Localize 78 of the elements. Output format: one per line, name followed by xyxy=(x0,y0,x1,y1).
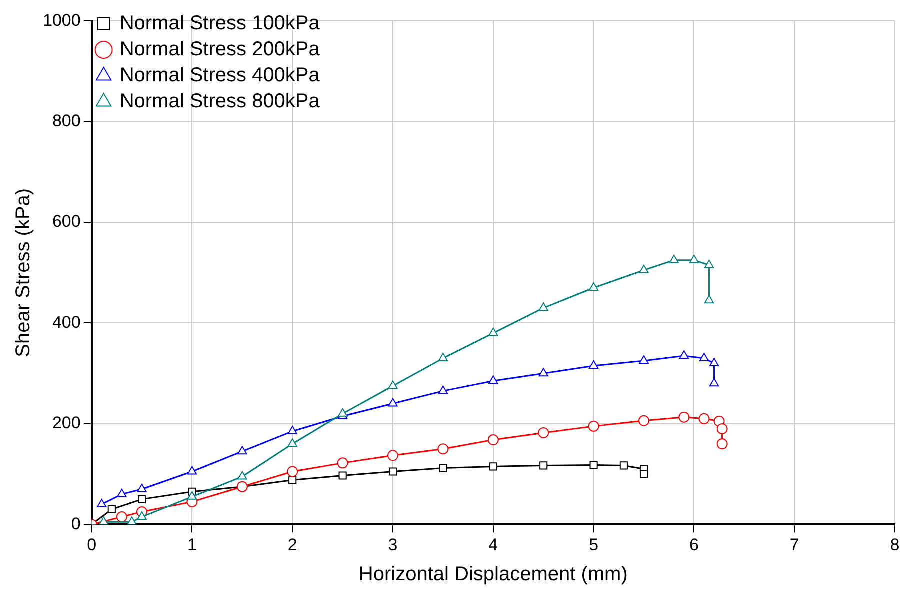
point xyxy=(187,491,198,500)
x-tick-label: 4 xyxy=(488,535,498,554)
point xyxy=(669,254,679,264)
legend-label: Normal Stress 200kPa xyxy=(120,38,321,61)
point xyxy=(288,476,297,484)
point xyxy=(679,350,689,359)
point xyxy=(338,408,348,417)
point xyxy=(709,358,720,367)
point xyxy=(588,282,599,291)
point xyxy=(238,446,248,455)
point xyxy=(388,468,398,476)
point xyxy=(540,462,548,470)
x-tick-label: 5 xyxy=(589,535,599,554)
point xyxy=(488,376,498,384)
point xyxy=(238,471,248,480)
point xyxy=(488,328,498,336)
point xyxy=(288,438,298,448)
point xyxy=(588,420,600,432)
point xyxy=(678,412,690,423)
point xyxy=(338,472,347,480)
point xyxy=(698,413,710,424)
y-axis-title: Shear Stress (kPa) xyxy=(12,188,35,358)
point xyxy=(704,260,714,268)
point xyxy=(337,458,348,469)
point xyxy=(388,380,398,390)
y-tick-label: 1000 xyxy=(42,10,81,30)
point xyxy=(438,352,448,362)
x-tick-label: 8 xyxy=(890,535,900,554)
point xyxy=(187,466,198,475)
point xyxy=(538,302,548,312)
y-tick-label: 0 xyxy=(71,514,81,534)
point xyxy=(590,461,598,470)
legend-label: Normal Stress 800kPa xyxy=(120,90,321,113)
point xyxy=(288,426,298,434)
point xyxy=(97,498,107,508)
point xyxy=(287,466,298,478)
y-tick-label: 600 xyxy=(52,212,81,232)
point xyxy=(388,450,399,462)
x-tick-label: 1 xyxy=(187,535,197,554)
legend-label: Normal Stress 100kPa xyxy=(120,12,321,35)
x-tick-label: 0 xyxy=(87,535,97,554)
point xyxy=(639,264,649,274)
point xyxy=(639,355,649,364)
point xyxy=(388,398,398,407)
x-tick-label: 7 xyxy=(790,535,800,554)
point xyxy=(538,427,550,438)
point xyxy=(127,516,137,525)
point xyxy=(138,495,146,504)
y-tick-label: 400 xyxy=(52,312,81,332)
point xyxy=(704,295,714,304)
point xyxy=(716,438,728,450)
x-axis-title: Horizontal Displacement (mm) xyxy=(358,564,628,586)
y-tick-label: 200 xyxy=(52,414,81,433)
point xyxy=(620,462,628,470)
point xyxy=(116,512,128,523)
point xyxy=(709,378,720,387)
point xyxy=(588,360,599,370)
point xyxy=(489,462,498,471)
point xyxy=(640,470,648,478)
point xyxy=(108,505,116,514)
point xyxy=(716,423,728,434)
point xyxy=(439,464,448,472)
x-tick-label: 2 xyxy=(288,535,298,554)
point xyxy=(438,444,449,455)
point xyxy=(689,254,700,264)
y-tick-label: 800 xyxy=(52,112,81,131)
point xyxy=(699,352,710,362)
point xyxy=(488,434,499,446)
point xyxy=(99,516,109,525)
point xyxy=(538,368,548,377)
x-tick-label: 6 xyxy=(689,535,699,554)
point xyxy=(438,386,448,394)
point xyxy=(137,512,147,520)
point xyxy=(137,484,147,492)
point xyxy=(638,415,650,426)
point xyxy=(117,488,127,498)
x-tick-label: 3 xyxy=(388,535,398,554)
legend-label: Normal Stress 400kPa xyxy=(120,64,321,87)
